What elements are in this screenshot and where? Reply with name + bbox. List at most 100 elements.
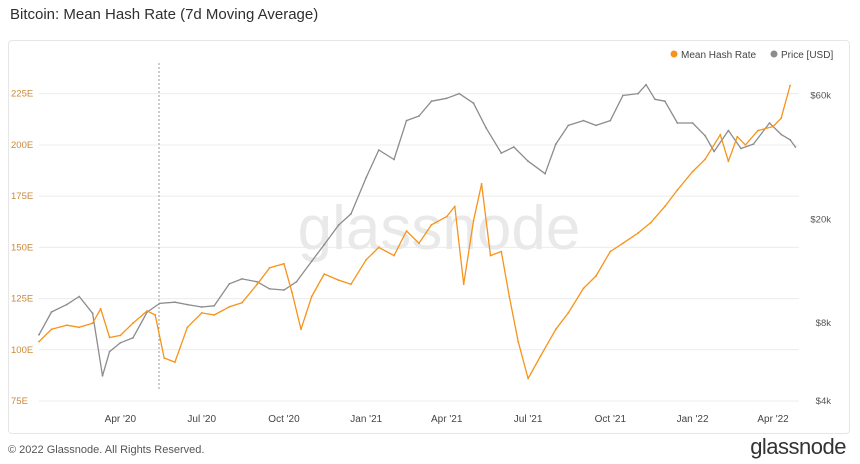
x-tick-label: Jan '22	[677, 414, 709, 425]
price-point	[637, 92, 639, 95]
price-point	[713, 150, 715, 153]
y-left-tick-label: 75E	[11, 396, 28, 407]
price-point	[50, 311, 53, 313]
hash-rate-point	[350, 283, 352, 286]
hash-rate-point	[78, 326, 81, 329]
price-point	[609, 119, 612, 122]
hash-rate-point	[719, 133, 722, 136]
grid	[39, 93, 799, 402]
price-point	[582, 119, 585, 122]
price-point	[789, 138, 791, 141]
y-left-tick-label: 225E	[11, 89, 33, 100]
hash-rate-point	[200, 312, 203, 314]
price-point	[430, 100, 433, 103]
price-point	[337, 224, 340, 227]
hash-rate-point	[291, 291, 293, 294]
y-right-tick-label: $8k	[816, 318, 832, 329]
price-point	[228, 282, 231, 285]
hash-rate-point	[489, 254, 492, 257]
hash-rate-point	[300, 328, 302, 331]
price-point	[186, 303, 189, 306]
chart-title: Bitcoin: Mean Hash Rate (7d Moving Avera…	[10, 6, 319, 23]
y-right-tick-label: $4k	[816, 396, 832, 407]
price-point	[768, 122, 771, 124]
price-point	[622, 94, 624, 97]
hash-rate-point	[582, 287, 585, 290]
x-tick-label: Oct '21	[595, 414, 627, 425]
hash-rate-point	[91, 322, 94, 325]
hash-rate-point	[472, 219, 475, 222]
price-point	[752, 143, 755, 145]
hash-rate-point	[736, 135, 739, 138]
price-point	[295, 280, 298, 283]
price-point	[101, 374, 104, 377]
price-series	[38, 83, 797, 377]
y-right-tick-label: $60k	[810, 90, 831, 101]
hash-rate-point	[508, 295, 511, 298]
price-point	[119, 341, 122, 344]
x-tick-label: Apr '20	[105, 414, 137, 425]
price-point	[310, 260, 313, 263]
hash-rate-point	[527, 377, 529, 380]
hash-rate-point	[554, 328, 557, 331]
x-tick-label: Apr '21	[431, 414, 463, 425]
price-point	[365, 176, 368, 179]
hash-rate-point	[65, 324, 68, 327]
hash-rate-point	[108, 336, 111, 339]
y-left-tick-label: 125E	[11, 294, 33, 305]
price-point	[132, 337, 134, 339]
hash-rate-point	[622, 242, 624, 245]
price-point	[595, 124, 597, 127]
chart-svg: glassnode 75E 100E 125E 150E 175E 200E 225E $4…	[11, 50, 833, 425]
y-left-tick-label: 175E	[11, 191, 33, 202]
y-left-tick-label: 100E	[11, 345, 33, 356]
x-tick-label: Jan '21	[350, 414, 382, 425]
hash-rate-point	[704, 158, 706, 161]
price-point	[283, 289, 285, 291]
hash-rate-point	[567, 312, 570, 314]
price-point	[780, 133, 782, 136]
hash-rate-point	[99, 307, 102, 310]
price-point	[241, 278, 243, 280]
hash-rate-point	[453, 205, 456, 208]
hash-rate-line	[38, 85, 791, 380]
hash-rate-point	[132, 322, 134, 325]
hash-rate-point	[186, 326, 189, 329]
hash-rate-point	[691, 170, 694, 173]
hash-rate-point	[154, 314, 157, 316]
hash-rate-point	[405, 230, 408, 232]
price-point	[485, 127, 487, 129]
hash-rate-point	[174, 361, 176, 363]
price-point	[704, 134, 706, 137]
hash-rate-point	[213, 314, 216, 316]
hash-rate-point	[393, 254, 395, 257]
price-point	[405, 119, 408, 122]
price-point	[676, 122, 679, 124]
price-point	[654, 98, 656, 101]
x-tick-label: Apr '22	[757, 414, 789, 425]
price-point	[554, 143, 557, 145]
hash-rate-point	[310, 295, 313, 298]
hash-rate-point	[365, 258, 368, 261]
hash-rate-point	[664, 205, 666, 208]
price-line	[38, 84, 796, 377]
hash-rate-point	[323, 273, 326, 275]
chart-frame: glassnode 75E 100E 125E 150E 175E 200E 225E $4…	[8, 40, 850, 434]
hash-rate-point	[539, 355, 542, 357]
price-point	[727, 129, 730, 132]
price-point	[38, 333, 40, 336]
hash-rate-point	[241, 301, 243, 304]
y-axis-left: 75E 100E 125E 150E 175E 200E 225E	[11, 89, 33, 407]
x-tick-label: Jul '21	[514, 414, 543, 425]
hash-rate-series	[38, 84, 791, 380]
hash-rate-point	[609, 250, 612, 253]
copyright: © 2022 Glassnode. All Rights Reserved.	[8, 444, 205, 456]
price-point	[691, 122, 694, 124]
hash-rate-point	[789, 84, 791, 87]
price-point	[256, 280, 259, 283]
legend: Mean Hash Rate Price [USD]	[670, 50, 833, 61]
x-tick-label: Jul '20	[187, 414, 216, 425]
legend-price-dot	[770, 50, 778, 58]
y-axis-right: $4k $8k $20k $60k	[810, 90, 831, 407]
hash-rate-point	[256, 283, 259, 286]
